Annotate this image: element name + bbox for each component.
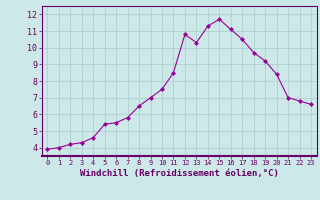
- X-axis label: Windchill (Refroidissement éolien,°C): Windchill (Refroidissement éolien,°C): [80, 169, 279, 178]
